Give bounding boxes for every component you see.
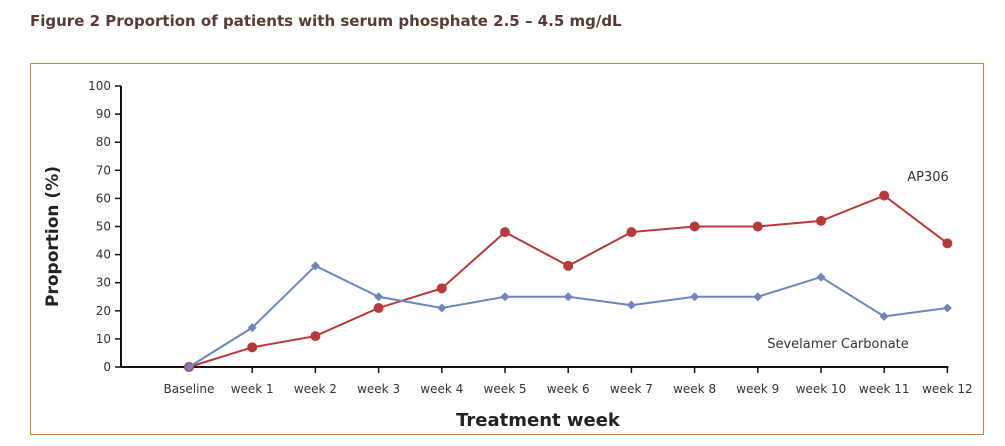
point-ap306-7 (626, 227, 637, 238)
x-tick-label-9: week 9 (736, 382, 779, 396)
point-ap306-3 (373, 302, 384, 313)
series-label-ap306: AP306 (907, 170, 949, 185)
x-tick-label-6: week 6 (547, 382, 590, 396)
x-tick-label-2: week 2 (294, 382, 337, 396)
point-ap306-12 (942, 238, 953, 249)
point-ap306-2 (310, 331, 321, 342)
x-tick-label-0: Baseline (164, 382, 215, 396)
point-sevelamer-carbonate-5 (500, 292, 510, 302)
y-tick-label-80: 80 (96, 135, 111, 149)
y-tick-label-90: 90 (96, 107, 111, 121)
y-tick-label-10: 10 (96, 332, 111, 346)
figure-title: Figure 2 Proportion of patients with ser… (30, 12, 622, 30)
point-sevelamer-carbonate-10 (816, 272, 826, 282)
point-ap306-11 (879, 190, 890, 201)
point-ap306-1 (247, 342, 258, 353)
point-sevelamer-carbonate-7 (626, 300, 636, 310)
point-ap306-10 (816, 215, 826, 226)
y-tick-label-40: 40 (96, 248, 111, 262)
point-sevelamer-carbonate-2 (310, 261, 320, 271)
x-tick-label-12: week 12 (922, 382, 973, 396)
point-sevelamer-carbonate-11 (879, 311, 889, 321)
x-tick-label-5: week 5 (484, 382, 527, 396)
x-axis-title: Treatment week (456, 410, 621, 431)
point-ap306-9 (752, 221, 763, 232)
y-tick-label-100: 100 (88, 79, 111, 93)
point-sevelamer-carbonate-12 (942, 303, 952, 313)
point-ap306-6 (563, 260, 574, 271)
point-sevelamer-carbonate-1 (247, 323, 257, 333)
point-sevelamer-carbonate-0 (184, 362, 194, 372)
x-tick-label-10: week 10 (796, 382, 847, 396)
point-ap306-5 (500, 227, 510, 238)
y-tick-label-60: 60 (96, 191, 111, 205)
y-tick-label-0: 0 (103, 360, 111, 374)
y-tick-label-20: 20 (96, 304, 111, 318)
y-tick-label-30: 30 (96, 276, 111, 290)
point-sevelamer-carbonate-6 (563, 292, 573, 302)
y-tick-label-70: 70 (96, 163, 111, 177)
x-tick-label-1: week 1 (231, 382, 274, 396)
series-label-sevelamer-carbonate: Sevelamer Carbonate (767, 337, 909, 352)
x-tick-label-8: week 8 (673, 382, 716, 396)
chart-frame (30, 63, 984, 435)
point-sevelamer-carbonate-4 (437, 303, 447, 313)
y-axis-title: Proportion (%) (43, 166, 63, 307)
x-tick-label-4: week 4 (420, 382, 463, 396)
point-ap306-8 (689, 221, 700, 232)
point-sevelamer-carbonate-8 (690, 292, 700, 302)
x-tick-label-3: week 3 (357, 382, 400, 396)
point-ap306-4 (436, 283, 447, 294)
point-sevelamer-carbonate-9 (753, 292, 763, 302)
y-tick-label-50: 50 (96, 220, 111, 234)
x-tick-label-7: week 7 (610, 382, 653, 396)
x-tick-label-11: week 11 (859, 382, 910, 396)
point-sevelamer-carbonate-3 (374, 292, 384, 302)
